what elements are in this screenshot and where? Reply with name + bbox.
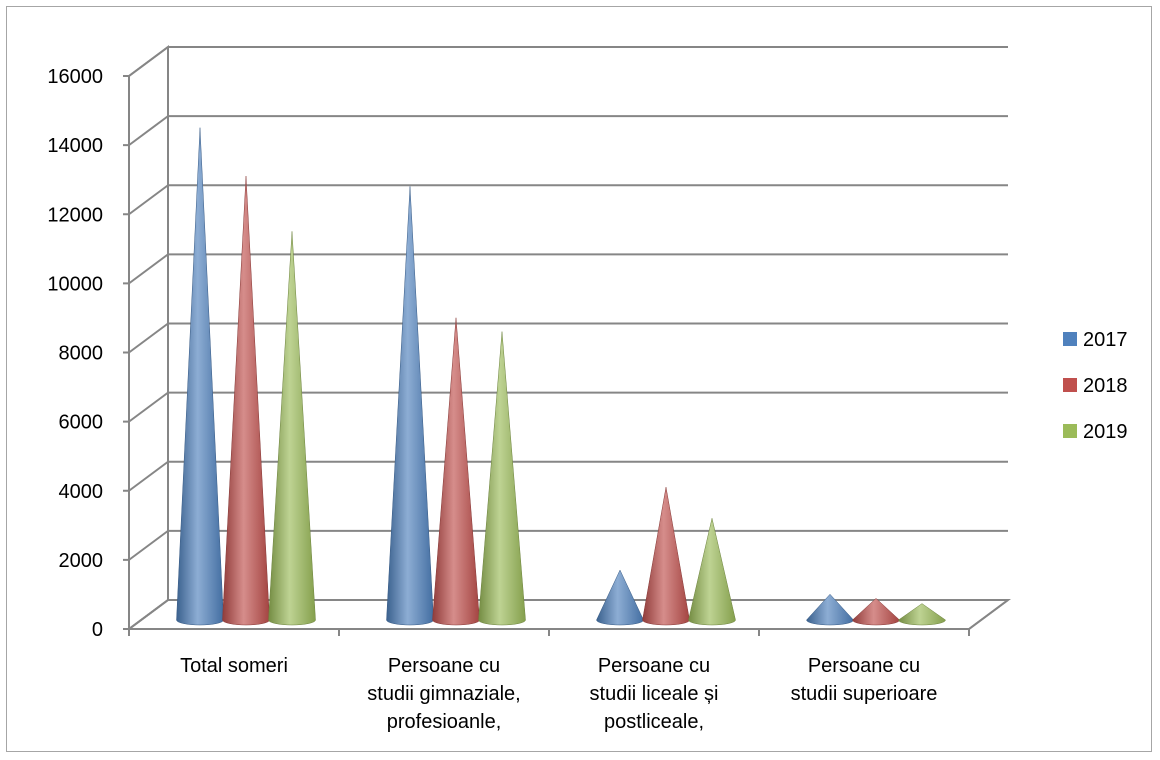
gridline-diagonal: [128, 46, 169, 77]
x-category-label: Persoane cu studii gimnaziale, profesioanl…: [367, 655, 520, 733]
gridline-diagonal: [128, 115, 169, 146]
gridline-diagonal: [128, 322, 169, 354]
gridline-diagonal: [128, 460, 169, 492]
y-tick-label: 8000: [59, 343, 104, 365]
y-tick-label: 6000: [59, 412, 104, 434]
x-category-label: Persoane cu studii superioare: [791, 655, 938, 705]
cone-2019-3: [898, 603, 946, 626]
legend-label: 2017: [1083, 329, 1128, 351]
gridline-diagonal: [128, 530, 169, 561]
gridline-diagonal: [128, 184, 169, 216]
y-tick-label: 14000: [47, 135, 103, 157]
cone-2018-1: [432, 317, 480, 626]
cone-2017-1: [386, 186, 434, 626]
gridline-diagonal: [128, 391, 169, 423]
cone-2017-0: [176, 127, 224, 626]
cone-2018-2: [642, 487, 690, 626]
cone-2019-1: [478, 331, 526, 626]
legend-label: 2019: [1083, 421, 1128, 443]
legend-swatch: [1063, 424, 1077, 438]
floor-edge: [968, 599, 1009, 630]
y-tick-label: 10000: [47, 273, 103, 295]
y-axis-ticks: 0 2000 4000 6000 8000 10000 12000 14000 16000: [47, 66, 129, 641]
cone-2019-0: [268, 231, 316, 626]
y-tick-label: 16000: [47, 66, 103, 88]
cone-2017-2: [596, 569, 644, 626]
cone-2018-0: [222, 176, 270, 626]
legend-label: 2018: [1083, 375, 1128, 397]
y-tick-label: 2000: [59, 550, 104, 572]
gridline-diagonal: [128, 253, 169, 285]
y-tick-label: 4000: [59, 481, 104, 503]
cone-chart: 0 2000 4000 6000 8000 10000 12000 14000 16000 To…: [47, 45, 1128, 733]
x-axis-labels: Total someri Persoane cu studii gimnaziale…: [180, 655, 937, 733]
chart-frame: 0 2000 4000 6000 8000 10000 12000 14000 16000 To…: [6, 6, 1152, 752]
cone-2018-3: [852, 598, 900, 626]
cones: [176, 127, 946, 626]
x-category-label: Total someri: [180, 655, 288, 677]
y-tick-label: 12000: [47, 204, 103, 226]
x-category-label: Persoane cu studii liceale și postliceale,: [590, 655, 719, 733]
gridline-diagonal: [128, 599, 169, 630]
cone-2019-2: [688, 518, 736, 626]
cone-2017-3: [806, 593, 854, 626]
y-tick-label: 0: [92, 619, 103, 641]
legend: 2017 2018 2019: [1063, 329, 1128, 443]
legend-swatch: [1063, 378, 1077, 392]
legend-swatch: [1063, 332, 1077, 346]
